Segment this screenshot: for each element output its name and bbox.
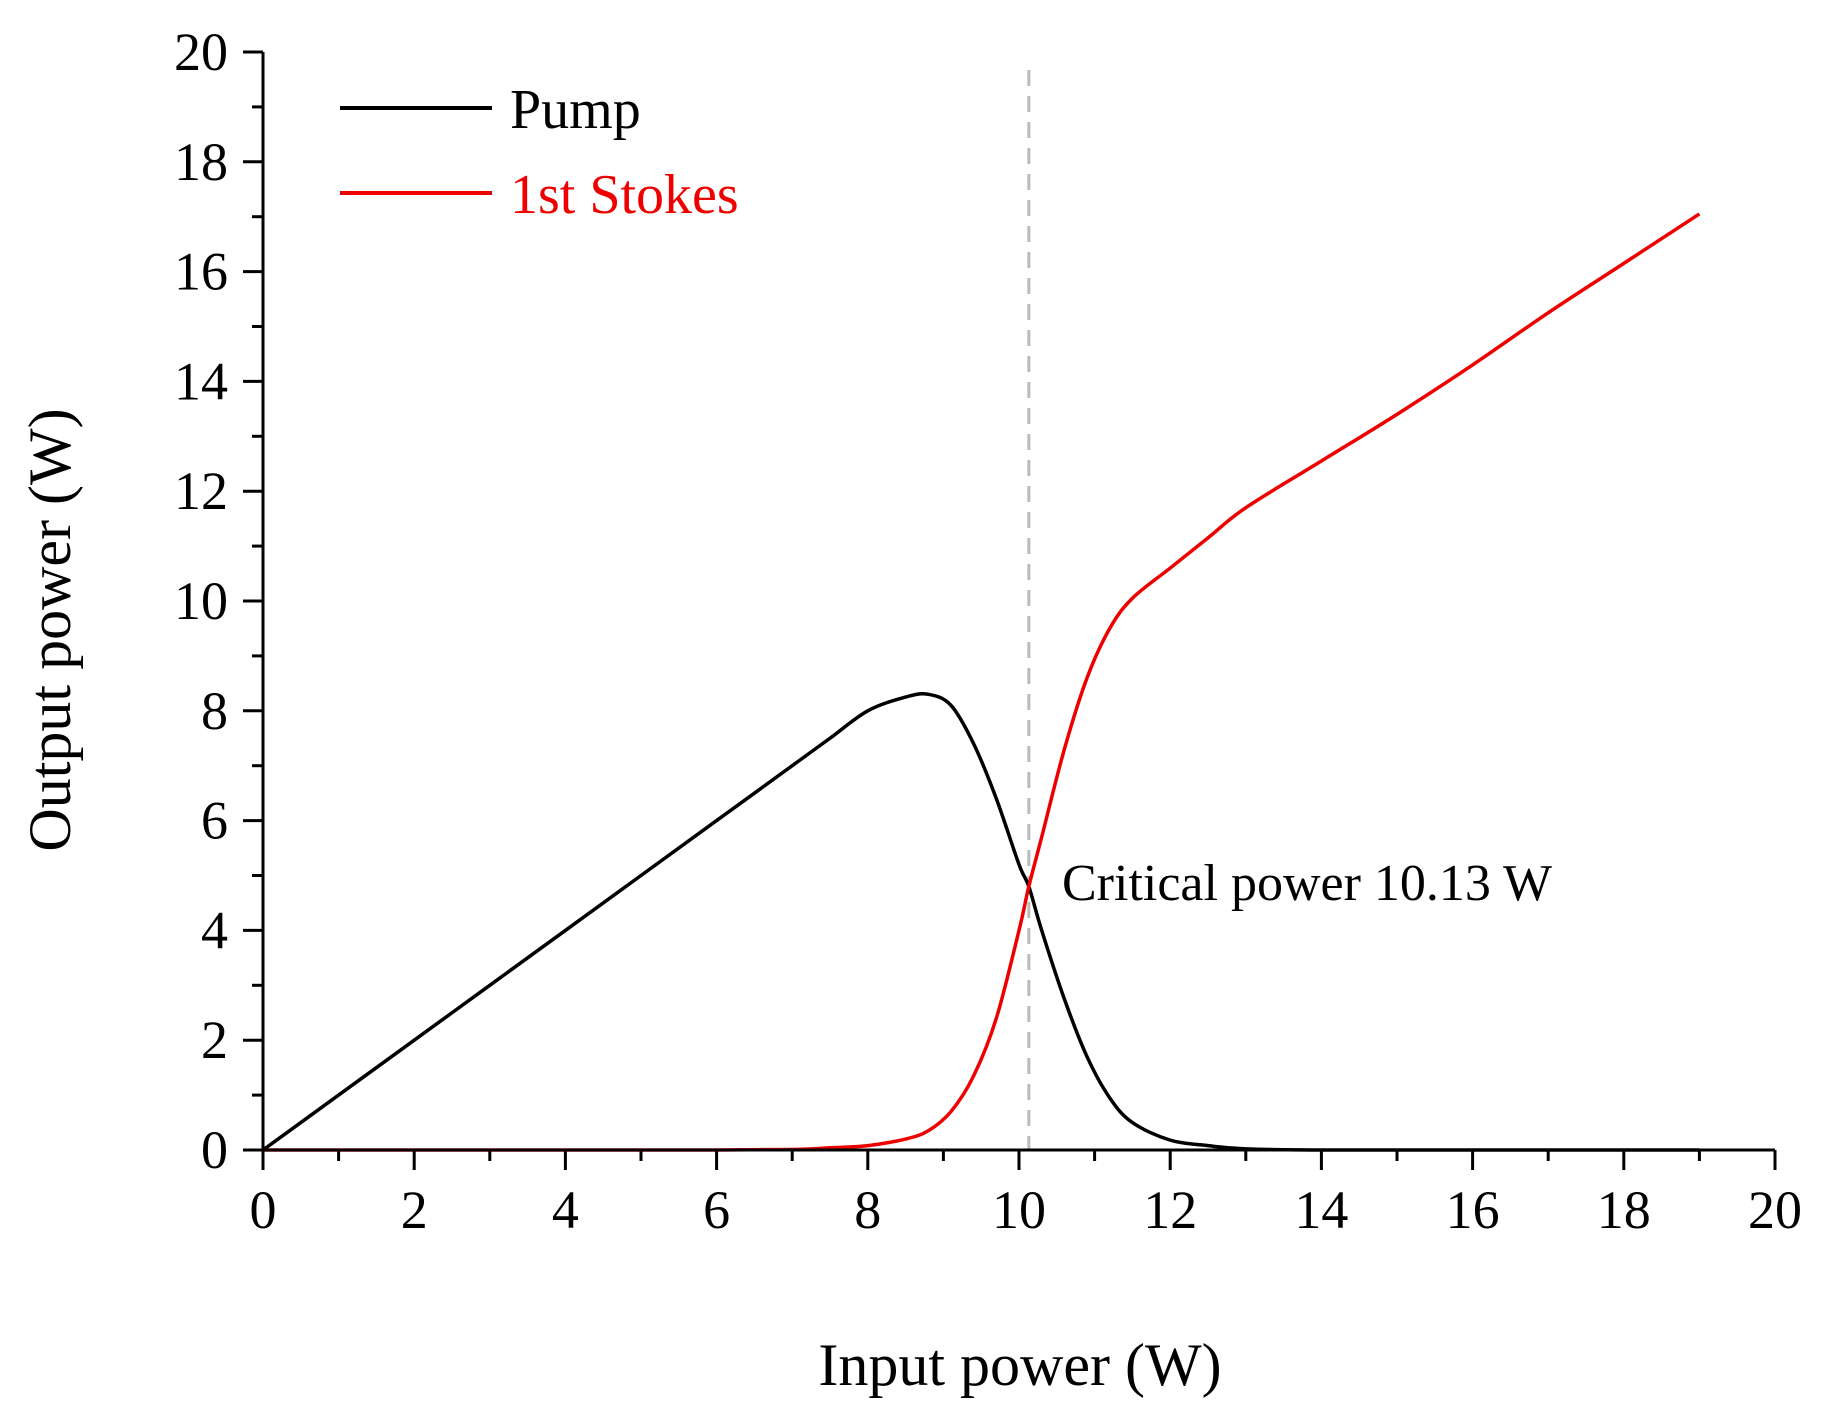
critical-power-annotation: Critical power 10.13 W: [1062, 855, 1552, 912]
x-tick-label: 6: [703, 1180, 730, 1240]
y-tick-label: 6: [201, 791, 228, 851]
x-axis-title: Input power (W): [818, 1332, 1221, 1398]
series-line-1st-stokes: [263, 212, 1701, 1152]
x-tick-label: 14: [1294, 1180, 1348, 1240]
y-tick-label: 16: [174, 242, 228, 302]
legend-label-pump: Pump: [510, 79, 641, 141]
x-tick-label: 0: [250, 1180, 277, 1240]
x-tick-label: 20: [1748, 1180, 1802, 1240]
axes-layer: 0 2 4 6 8 10 12 14 16 18 20 0 2 4 6 8 10 12 14 16 18 20: [174, 22, 1802, 1240]
y-tick-label: 4: [201, 900, 228, 960]
y-tick-label: 2: [201, 1010, 228, 1070]
y-tick-label: 18: [174, 132, 228, 192]
y-axis-title: Output power (W): [17, 408, 83, 851]
x-tick-label: 10: [992, 1180, 1046, 1240]
legend-label-1st-stokes: 1st Stokes: [510, 164, 739, 226]
y-tick-label: 10: [174, 571, 228, 631]
x-tick-label: 2: [401, 1180, 428, 1240]
x-tick-label: 4: [552, 1180, 579, 1240]
x-tick-label: 18: [1597, 1180, 1651, 1240]
y-tick-label: 14: [174, 351, 228, 411]
legend: Pump 1st Stokes: [340, 79, 739, 226]
y-tick-label: 20: [174, 22, 228, 82]
x-tick-label: 8: [854, 1180, 881, 1240]
y-tick-label: 12: [174, 461, 228, 521]
series-line-pump: [261, 692, 1700, 1152]
y-tick-label: 0: [201, 1120, 228, 1180]
y-tick-label: 8: [201, 681, 228, 741]
x-tick-label: 12: [1143, 1180, 1197, 1240]
series-layer: [261, 212, 1701, 1152]
x-tick-label: 16: [1446, 1180, 1500, 1240]
